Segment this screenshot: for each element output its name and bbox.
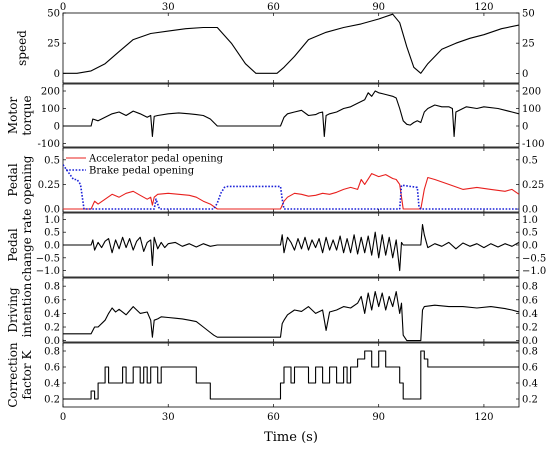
- y-axis-label: Motor: [6, 97, 20, 135]
- y-tick-label-right: 1.0: [522, 215, 538, 226]
- y-tick-label-right: 50: [522, 9, 535, 20]
- y-tick-label-left: 50: [47, 9, 60, 20]
- y-tick-label-right: 0.0: [522, 205, 538, 216]
- y-axis-label: change rate: [20, 209, 34, 282]
- y-tick-label-left: 0.0: [44, 336, 60, 347]
- y-tick-label-right: 0.8: [522, 282, 538, 293]
- y-tick-label-right: 0.4: [522, 379, 538, 390]
- series-line-2: [63, 164, 519, 210]
- panel-frame: [62, 83, 520, 148]
- y-tick-label-right: 0.5: [522, 155, 538, 166]
- y-tick-label-left: 0.0: [44, 241, 60, 252]
- y-tick-label-left: 0.5: [44, 228, 60, 239]
- panel-1: 0 0 25 25 50 50 speed: [15, 9, 535, 84]
- series-line-1: [63, 223, 519, 272]
- panel-6: 0.2 0.2 0.4 0.4 0.6 0.6 0.8 0.8 Correction factor…: [6, 342, 538, 408]
- y-axis-label: factor K: [20, 350, 34, 400]
- y-tick-label-right: −1.0: [522, 266, 546, 277]
- series-line-1: [63, 13, 519, 74]
- legend-label: Brake pedal opening: [89, 166, 195, 177]
- y-tick-label-right: 200: [522, 87, 541, 98]
- series-line-1: [63, 90, 519, 138]
- panel-3: 0.0 0.0 0.25 0.25 0.5 0.5 Pedal opening Accelera…: [6, 147, 544, 216]
- y-tick-label-left: 0.2: [44, 395, 60, 406]
- y-tick-label-right: 0.6: [522, 363, 538, 374]
- y-axis-label: speed: [15, 30, 29, 66]
- y-tick-label-right: 0.5: [522, 228, 538, 239]
- y-tick-label-left: 0.8: [44, 282, 60, 293]
- series-line-1: [63, 291, 519, 342]
- y-tick-label-left: 0.6: [44, 363, 60, 374]
- y-tick-label-left: 0.4: [44, 309, 60, 320]
- y-tick-label-left: 100: [41, 104, 60, 115]
- x-tick-label-bottom: 90: [372, 412, 385, 423]
- series-line-1: [63, 350, 519, 400]
- y-tick-label-left: −1.0: [36, 266, 60, 277]
- y-axis-label: intention: [20, 282, 34, 337]
- y-tick-label-right: 0.0: [522, 336, 538, 347]
- y-tick-label-right: 0.8: [522, 347, 538, 358]
- panel-5: 0.0 0.0 0.2 0.2 0.4 0.4 0.6 0.6 0.8 0.8 Driving int…: [6, 277, 538, 347]
- y-tick-label-right: 0.0: [522, 241, 538, 252]
- y-axis-label: Driving: [6, 287, 20, 333]
- y-axis-label: Pedal: [6, 163, 20, 196]
- y-tick-label-right: 0.25: [522, 180, 544, 191]
- y-tick-label-right: 25: [522, 39, 535, 50]
- panel-frame: [62, 12, 520, 84]
- y-tick-label-left: -100: [38, 139, 60, 150]
- y-axis-label: Correction: [6, 342, 20, 408]
- y-tick-label-left: 0.8: [44, 347, 60, 358]
- y-tick-label-left: 0.25: [38, 180, 60, 191]
- x-tick-label-bottom: 120: [474, 412, 493, 423]
- y-tick-label-left: 0.2: [44, 323, 60, 334]
- y-tick-label-left: 0.0: [44, 205, 60, 216]
- x-tick-label-top: 60: [267, 2, 280, 13]
- panel-frame: [62, 277, 520, 343]
- y-tick-label-right: 0: [522, 122, 528, 133]
- x-tick-label-bottom: 30: [162, 412, 175, 423]
- y-tick-label-left: 0.6: [44, 295, 60, 306]
- y-tick-label-left: 1.0: [44, 215, 60, 226]
- y-tick-label-left: −0.5: [36, 253, 60, 264]
- y-tick-label-left: 0: [54, 69, 60, 80]
- legend-label: Accelerator pedal opening: [88, 154, 224, 165]
- panel-2: -100 -100 0 0 100 100 200 200 Motor torque: [6, 83, 544, 150]
- y-tick-label-left: 200: [41, 87, 60, 98]
- x-tick-label-top: 90: [372, 2, 385, 13]
- y-tick-label-left: 0.4: [44, 379, 60, 390]
- y-tick-label-right: 100: [522, 104, 541, 115]
- x-tick-label-bottom: 60: [267, 412, 280, 423]
- y-tick-label-right: 0.2: [522, 323, 538, 334]
- series-line-1: [63, 173, 519, 210]
- x-axis-label: Time (s): [264, 430, 318, 445]
- x-tick-label-top: 120: [474, 2, 493, 13]
- y-axis-label: Pedal: [6, 228, 20, 261]
- y-tick-label-left: 25: [47, 39, 60, 50]
- y-tick-label-right: 0: [522, 69, 528, 80]
- y-tick-label-right: 0.4: [522, 309, 538, 320]
- x-tick-label-top: 30: [162, 2, 175, 13]
- panel-frame: [62, 342, 520, 408]
- y-axis-label: opening: [20, 155, 34, 204]
- y-tick-label-right: -100: [522, 139, 544, 150]
- y-tick-label-left: 0.5: [44, 155, 60, 166]
- y-tick-label-right: −0.5: [522, 253, 546, 264]
- y-tick-label-right: 0.2: [522, 395, 538, 406]
- y-axis-label: torque: [20, 95, 34, 135]
- panel-frame: [62, 147, 520, 213]
- x-tick-label-bottom: 0: [60, 412, 66, 423]
- y-tick-label-right: 0.6: [522, 295, 538, 306]
- y-tick-label-left: 0: [54, 122, 60, 133]
- x-tick-label-top: 0: [60, 2, 66, 13]
